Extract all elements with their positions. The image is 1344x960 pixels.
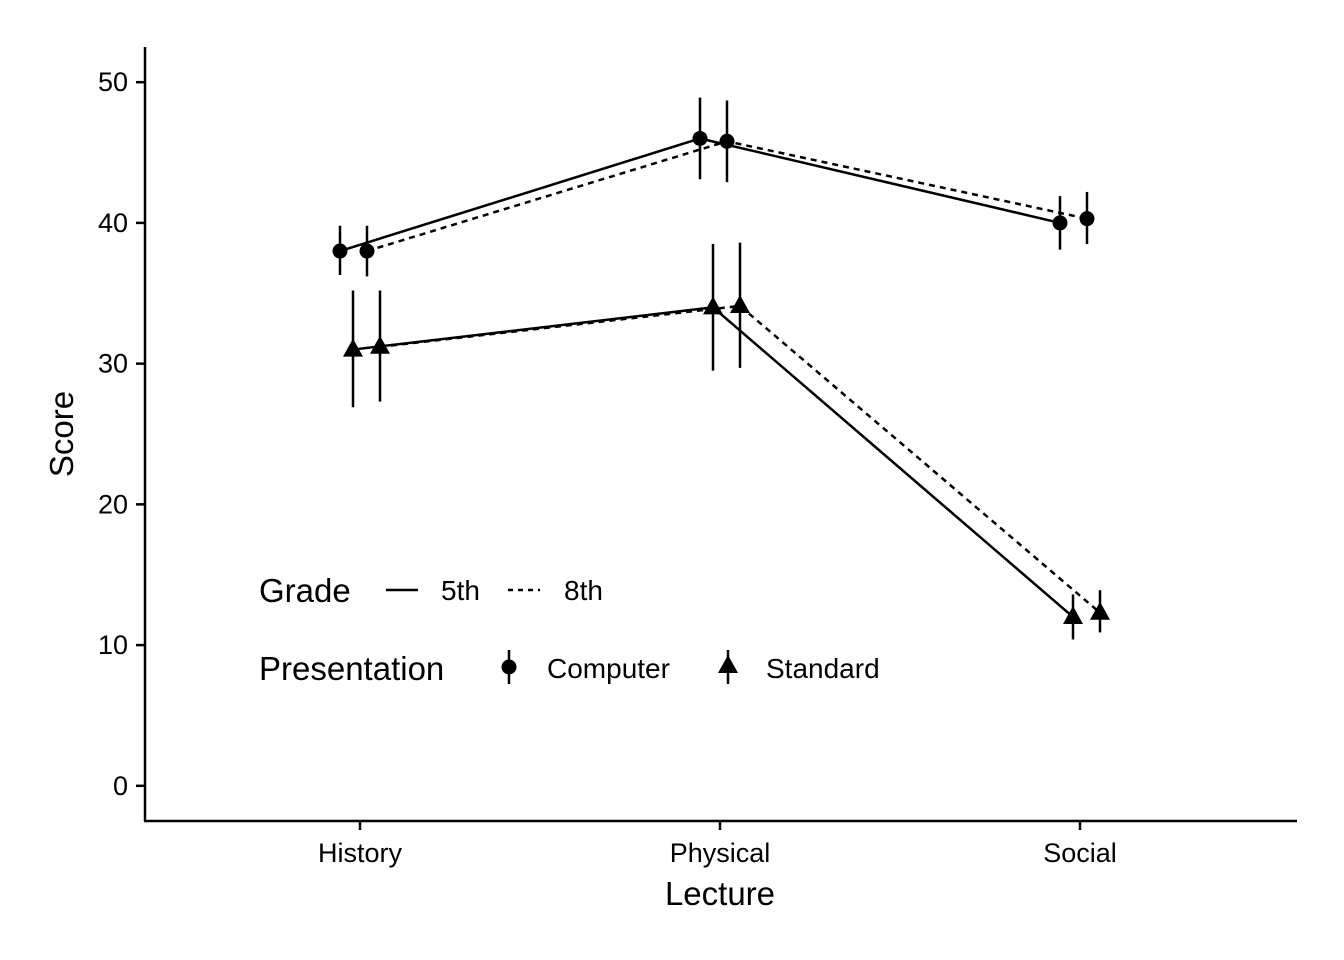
legend-5th-label: 5th xyxy=(441,575,480,606)
legend-grade-title: Grade xyxy=(259,572,351,609)
data-point xyxy=(692,130,708,146)
data-point xyxy=(703,296,723,315)
y-ticks: 0 10 20 30 40 50 xyxy=(98,67,145,801)
data-point xyxy=(719,133,735,149)
data-point xyxy=(332,243,348,259)
x-axis-title: Lecture xyxy=(665,875,775,912)
y-tick-label: 40 xyxy=(98,208,128,238)
data-point xyxy=(1079,211,1095,227)
y-axis-title: Score xyxy=(43,391,80,477)
x-tick-label: Physical xyxy=(670,838,771,868)
y-tick-label: 50 xyxy=(98,67,128,97)
axes xyxy=(143,47,1297,823)
data-point xyxy=(359,243,375,259)
y-tick-label: 10 xyxy=(98,630,128,660)
data-point xyxy=(343,338,363,357)
y-tick-label: 30 xyxy=(98,349,128,379)
legend-computer-label: Computer xyxy=(547,653,670,684)
legend: Grade 5th 8th Presentation Computer Stan… xyxy=(259,572,880,687)
x-tick-label: Social xyxy=(1043,838,1117,868)
data-point xyxy=(1063,605,1083,624)
data-point xyxy=(1090,601,1110,620)
plot-area xyxy=(332,97,1110,640)
legend-standard-label: Standard xyxy=(766,653,880,684)
y-tick-label: 0 xyxy=(113,771,128,801)
series-standard-8th xyxy=(370,242,1110,633)
data-point xyxy=(730,294,750,313)
x-ticks: History Physical Social xyxy=(318,821,1117,868)
legend-computer-marker xyxy=(501,659,517,675)
x-tick-label: History xyxy=(318,838,403,868)
legend-8th-label: 8th xyxy=(564,575,603,606)
data-point xyxy=(370,335,390,354)
series-computer-8th xyxy=(359,100,1095,277)
data-point xyxy=(1052,215,1068,231)
series-computer-5th xyxy=(332,97,1068,275)
legend-standard-marker xyxy=(718,655,738,673)
y-tick-label: 20 xyxy=(98,489,128,519)
legend-presentation-title: Presentation xyxy=(259,650,444,687)
